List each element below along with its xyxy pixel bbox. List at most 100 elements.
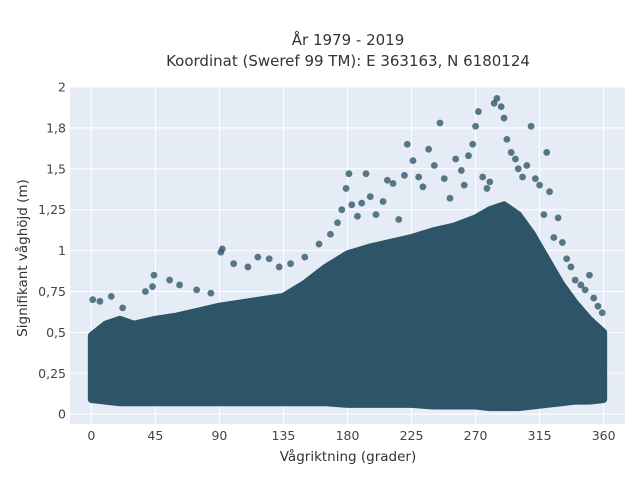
scatter-point <box>142 288 149 295</box>
data-points-dense <box>87 201 608 412</box>
scatter-point <box>383 176 391 184</box>
scatter-point <box>419 183 427 191</box>
x-axis-ticks: 0 45 90 135 180 225 270 315 360 <box>87 428 615 443</box>
scatter-point <box>514 165 522 173</box>
scatter-point <box>497 103 505 111</box>
scatter-point <box>598 309 606 317</box>
scatter-point <box>465 152 472 160</box>
scatter-point <box>366 193 374 201</box>
scatter-point <box>395 216 403 223</box>
x-tick-label: 45 <box>147 428 163 443</box>
y-tick-label: 1,25 <box>38 202 66 217</box>
y-tick-label: 0,25 <box>38 366 66 381</box>
scatter-point <box>577 281 585 289</box>
x-tick-label: 315 <box>528 428 552 443</box>
scatter-point <box>218 245 226 253</box>
scatter-point <box>563 255 571 263</box>
scatter-point <box>96 297 104 305</box>
dense-point-cloud <box>87 201 608 412</box>
scatter-point <box>193 286 201 294</box>
scatter-point <box>493 95 501 102</box>
scatter-point <box>275 263 283 271</box>
scatter-point <box>590 294 598 302</box>
scatter-point <box>415 173 423 181</box>
scatter-point <box>460 181 468 189</box>
scatter-point <box>436 119 444 127</box>
scatter-point <box>327 230 334 238</box>
y-tick-label: 2 <box>58 80 66 95</box>
scatter-point <box>531 175 539 183</box>
scatter-point <box>358 199 366 207</box>
scatter-point <box>379 198 387 205</box>
y-tick-label: 1,5 <box>46 161 66 176</box>
scatter-point <box>230 260 238 268</box>
x-tick-label: 135 <box>272 428 296 443</box>
scatter-point <box>469 140 477 148</box>
scatter-point <box>287 260 294 268</box>
y-axis-ticks: 0 0,25 0,5 0,75 1 1,25 1,5 1,8 2 <box>38 80 66 422</box>
scatter-point <box>207 289 215 297</box>
scatter-point <box>475 108 482 115</box>
scatter-point <box>567 263 575 271</box>
x-tick-label: 90 <box>211 428 227 443</box>
scatter-point <box>254 253 262 261</box>
scatter-point <box>362 170 370 178</box>
scatter-point <box>483 185 491 192</box>
x-tick-label: 225 <box>400 428 424 443</box>
scatter-point <box>446 194 454 202</box>
x-axis-label: Vågriktning (grader) <box>280 448 417 465</box>
scatter-point <box>89 296 97 304</box>
scatter-point <box>107 292 115 300</box>
scatter-point <box>507 149 515 156</box>
scatter-point <box>150 271 158 279</box>
scatter-point <box>149 283 156 290</box>
scatter-point <box>315 240 323 248</box>
x-tick-label: 360 <box>592 428 616 443</box>
scatter-point <box>389 180 397 187</box>
scatter-point <box>403 140 411 148</box>
scatter-point <box>550 234 558 241</box>
scatter-point <box>527 122 535 130</box>
scatter-point <box>244 263 252 271</box>
scatter-point <box>354 212 361 220</box>
scatter-point <box>540 211 548 219</box>
scatter-point <box>519 173 526 181</box>
scatter-point <box>348 201 356 209</box>
scatter-point <box>401 171 408 179</box>
scatter-point <box>486 178 494 186</box>
scatter-point <box>334 219 341 227</box>
scatter-point <box>176 281 183 289</box>
scatter-point <box>586 271 593 279</box>
y-tick-label: 1 <box>58 243 66 258</box>
y-tick-label: 0,5 <box>46 325 66 340</box>
chart-title-line-1: År 1979 - 2019 <box>292 30 405 49</box>
scatter-point <box>536 181 544 189</box>
scatter-point <box>503 135 511 143</box>
scatter-point <box>119 304 127 312</box>
scatter-point <box>594 302 602 310</box>
scatter-point <box>342 185 350 192</box>
data-points-outliers <box>89 95 606 317</box>
scatter-point <box>512 155 519 163</box>
x-tick-label: 180 <box>336 428 360 443</box>
x-tick-label: 270 <box>464 428 488 443</box>
scatter-point <box>301 253 309 261</box>
scatter-point <box>472 122 479 130</box>
scatter-point <box>500 114 508 122</box>
chart-title-line-2: Koordinat (Sweref 99 TM): E 363163, N 61… <box>166 52 530 70</box>
scatter-point <box>345 170 353 178</box>
scatter-point <box>425 145 433 153</box>
y-tick-label: 0 <box>58 407 66 422</box>
scatter-point <box>372 211 380 219</box>
scatter-point <box>452 155 460 163</box>
scatter-point <box>166 276 174 284</box>
scatter-point <box>558 239 566 246</box>
x-tick-label: 0 <box>87 428 95 443</box>
scatter-point <box>430 162 438 169</box>
scatter-point <box>265 255 273 263</box>
scatter-point <box>571 276 579 284</box>
scatter-point <box>479 173 487 181</box>
scatter-point <box>457 167 465 174</box>
